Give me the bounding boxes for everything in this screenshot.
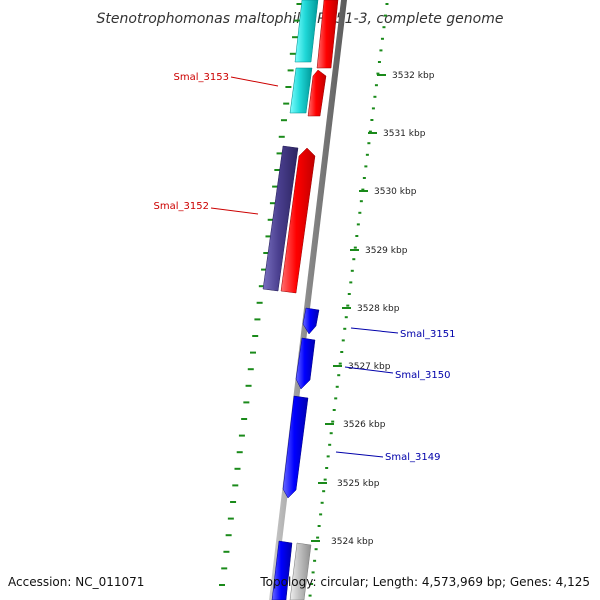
leader-line bbox=[350, 327, 399, 334]
cyan-feature-2 bbox=[289, 67, 313, 114]
kbp-label: 3526 kbp bbox=[343, 420, 386, 430]
gene-label-smal-3151[interactable]: Smal_3151 bbox=[400, 329, 455, 340]
gene-label-smal-3153[interactable]: Smal_3153 bbox=[174, 72, 229, 83]
kbp-label: 3530 kbp bbox=[374, 187, 417, 197]
kbp-label: 3528 kbp bbox=[357, 304, 400, 314]
kbp-label: 3524 kbp bbox=[331, 537, 374, 547]
blue-feature-smal-3149 bbox=[282, 395, 309, 499]
blue-feature-smal-3151 bbox=[302, 307, 320, 335]
gene-label-group: Smal_3153 Smal_3152 Smal_3151 Smal_3150 … bbox=[154, 72, 456, 463]
kbp-label: 3527 kbp bbox=[348, 362, 391, 372]
cyan-feature-1 bbox=[294, 0, 319, 63]
kbp-scale: 3532 kbp 3531 kbp 3530 kbp 3529 kbp 3528… bbox=[311, 71, 435, 547]
genome-summary-text: Topology: circular; Length: 4,573,969 bp… bbox=[260, 575, 590, 589]
kbp-label: 3531 kbp bbox=[383, 129, 426, 139]
gene-label-smal-3150[interactable]: Smal_3150 bbox=[395, 370, 450, 381]
red-feature-smal-3152 bbox=[280, 147, 316, 294]
kbp-label: 3532 kbp bbox=[392, 71, 435, 81]
red-feature-1 bbox=[316, 0, 339, 69]
purple-feature-smal-3152 bbox=[262, 145, 299, 292]
outer-tick-track bbox=[219, 3, 303, 586]
leader-line bbox=[335, 451, 384, 458]
red-feature-2 bbox=[307, 69, 327, 117]
leader-line bbox=[230, 76, 279, 87]
accession-text: Accession: NC_011071 bbox=[8, 575, 145, 589]
gene-label-smal-3149[interactable]: Smal_3149 bbox=[385, 452, 440, 463]
leader-line bbox=[344, 366, 394, 374]
blue-feature-bottom bbox=[271, 540, 293, 600]
kbp-label: 3529 kbp bbox=[365, 246, 408, 256]
inner-tick-track bbox=[308, 3, 389, 597]
gray-feature-bottom bbox=[289, 542, 312, 600]
kbp-label: 3525 kbp bbox=[337, 479, 380, 489]
blue-feature-smal-3150 bbox=[295, 337, 316, 390]
leader-line bbox=[210, 207, 259, 215]
gene-label-smal-3152[interactable]: Smal_3152 bbox=[154, 201, 209, 212]
